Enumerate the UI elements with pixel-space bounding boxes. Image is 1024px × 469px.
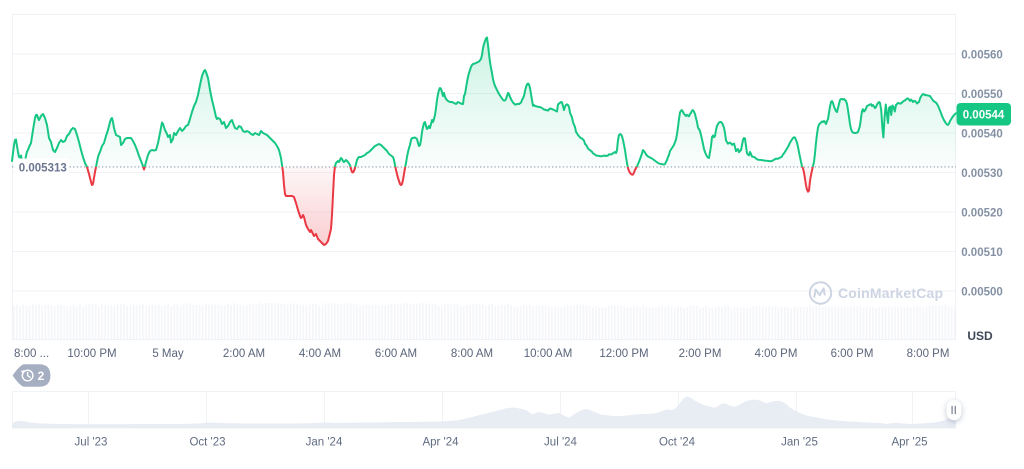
svg-text:0.005313: 0.005313	[19, 162, 67, 174]
svg-text:0.00520: 0.00520	[961, 208, 1003, 220]
svg-text:8:00 AM: 8:00 AM	[451, 348, 493, 360]
svg-text:Oct '24: Oct '24	[659, 437, 696, 449]
svg-text:0.00530: 0.00530	[961, 168, 1003, 180]
svg-text:Oct '23: Oct '23	[189, 437, 225, 449]
svg-text:6:00 PM: 6:00 PM	[831, 348, 874, 360]
svg-text:0.00500: 0.00500	[961, 287, 1003, 299]
svg-text:0.00560: 0.00560	[961, 50, 1003, 62]
svg-text:0.00510: 0.00510	[961, 247, 1003, 259]
svg-text:USD: USD	[967, 329, 993, 343]
svg-text:4:00 PM: 4:00 PM	[755, 348, 798, 360]
svg-text:CoinMarketCap: CoinMarketCap	[838, 285, 943, 301]
svg-text:8:00 ...: 8:00 ...	[14, 348, 49, 360]
svg-text:Jul '23: Jul '23	[75, 437, 108, 449]
svg-text:10:00 PM: 10:00 PM	[67, 348, 116, 360]
svg-text:Apr '25: Apr '25	[891, 437, 927, 449]
svg-text:0.00544: 0.00544	[963, 110, 1005, 122]
svg-text:10:00 AM: 10:00 AM	[524, 348, 573, 360]
svg-text:0.00550: 0.00550	[961, 89, 1003, 101]
svg-text:Jan '24: Jan '24	[306, 437, 343, 449]
svg-text:2:00 AM: 2:00 AM	[223, 348, 265, 360]
svg-text:8:00 PM: 8:00 PM	[907, 348, 950, 360]
svg-text:2:00 PM: 2:00 PM	[679, 348, 722, 360]
svg-text:0.00540: 0.00540	[961, 129, 1003, 141]
svg-text:Apr '24: Apr '24	[422, 437, 459, 449]
svg-text:12:00 PM: 12:00 PM	[599, 348, 648, 360]
svg-text:6:00 AM: 6:00 AM	[375, 348, 417, 360]
svg-text:5 May: 5 May	[152, 348, 184, 360]
svg-text:Jan '25: Jan '25	[781, 437, 818, 449]
svg-text:4:00 AM: 4:00 AM	[299, 348, 341, 360]
svg-text:Jul '24: Jul '24	[544, 437, 577, 449]
svg-text:2: 2	[38, 369, 45, 383]
